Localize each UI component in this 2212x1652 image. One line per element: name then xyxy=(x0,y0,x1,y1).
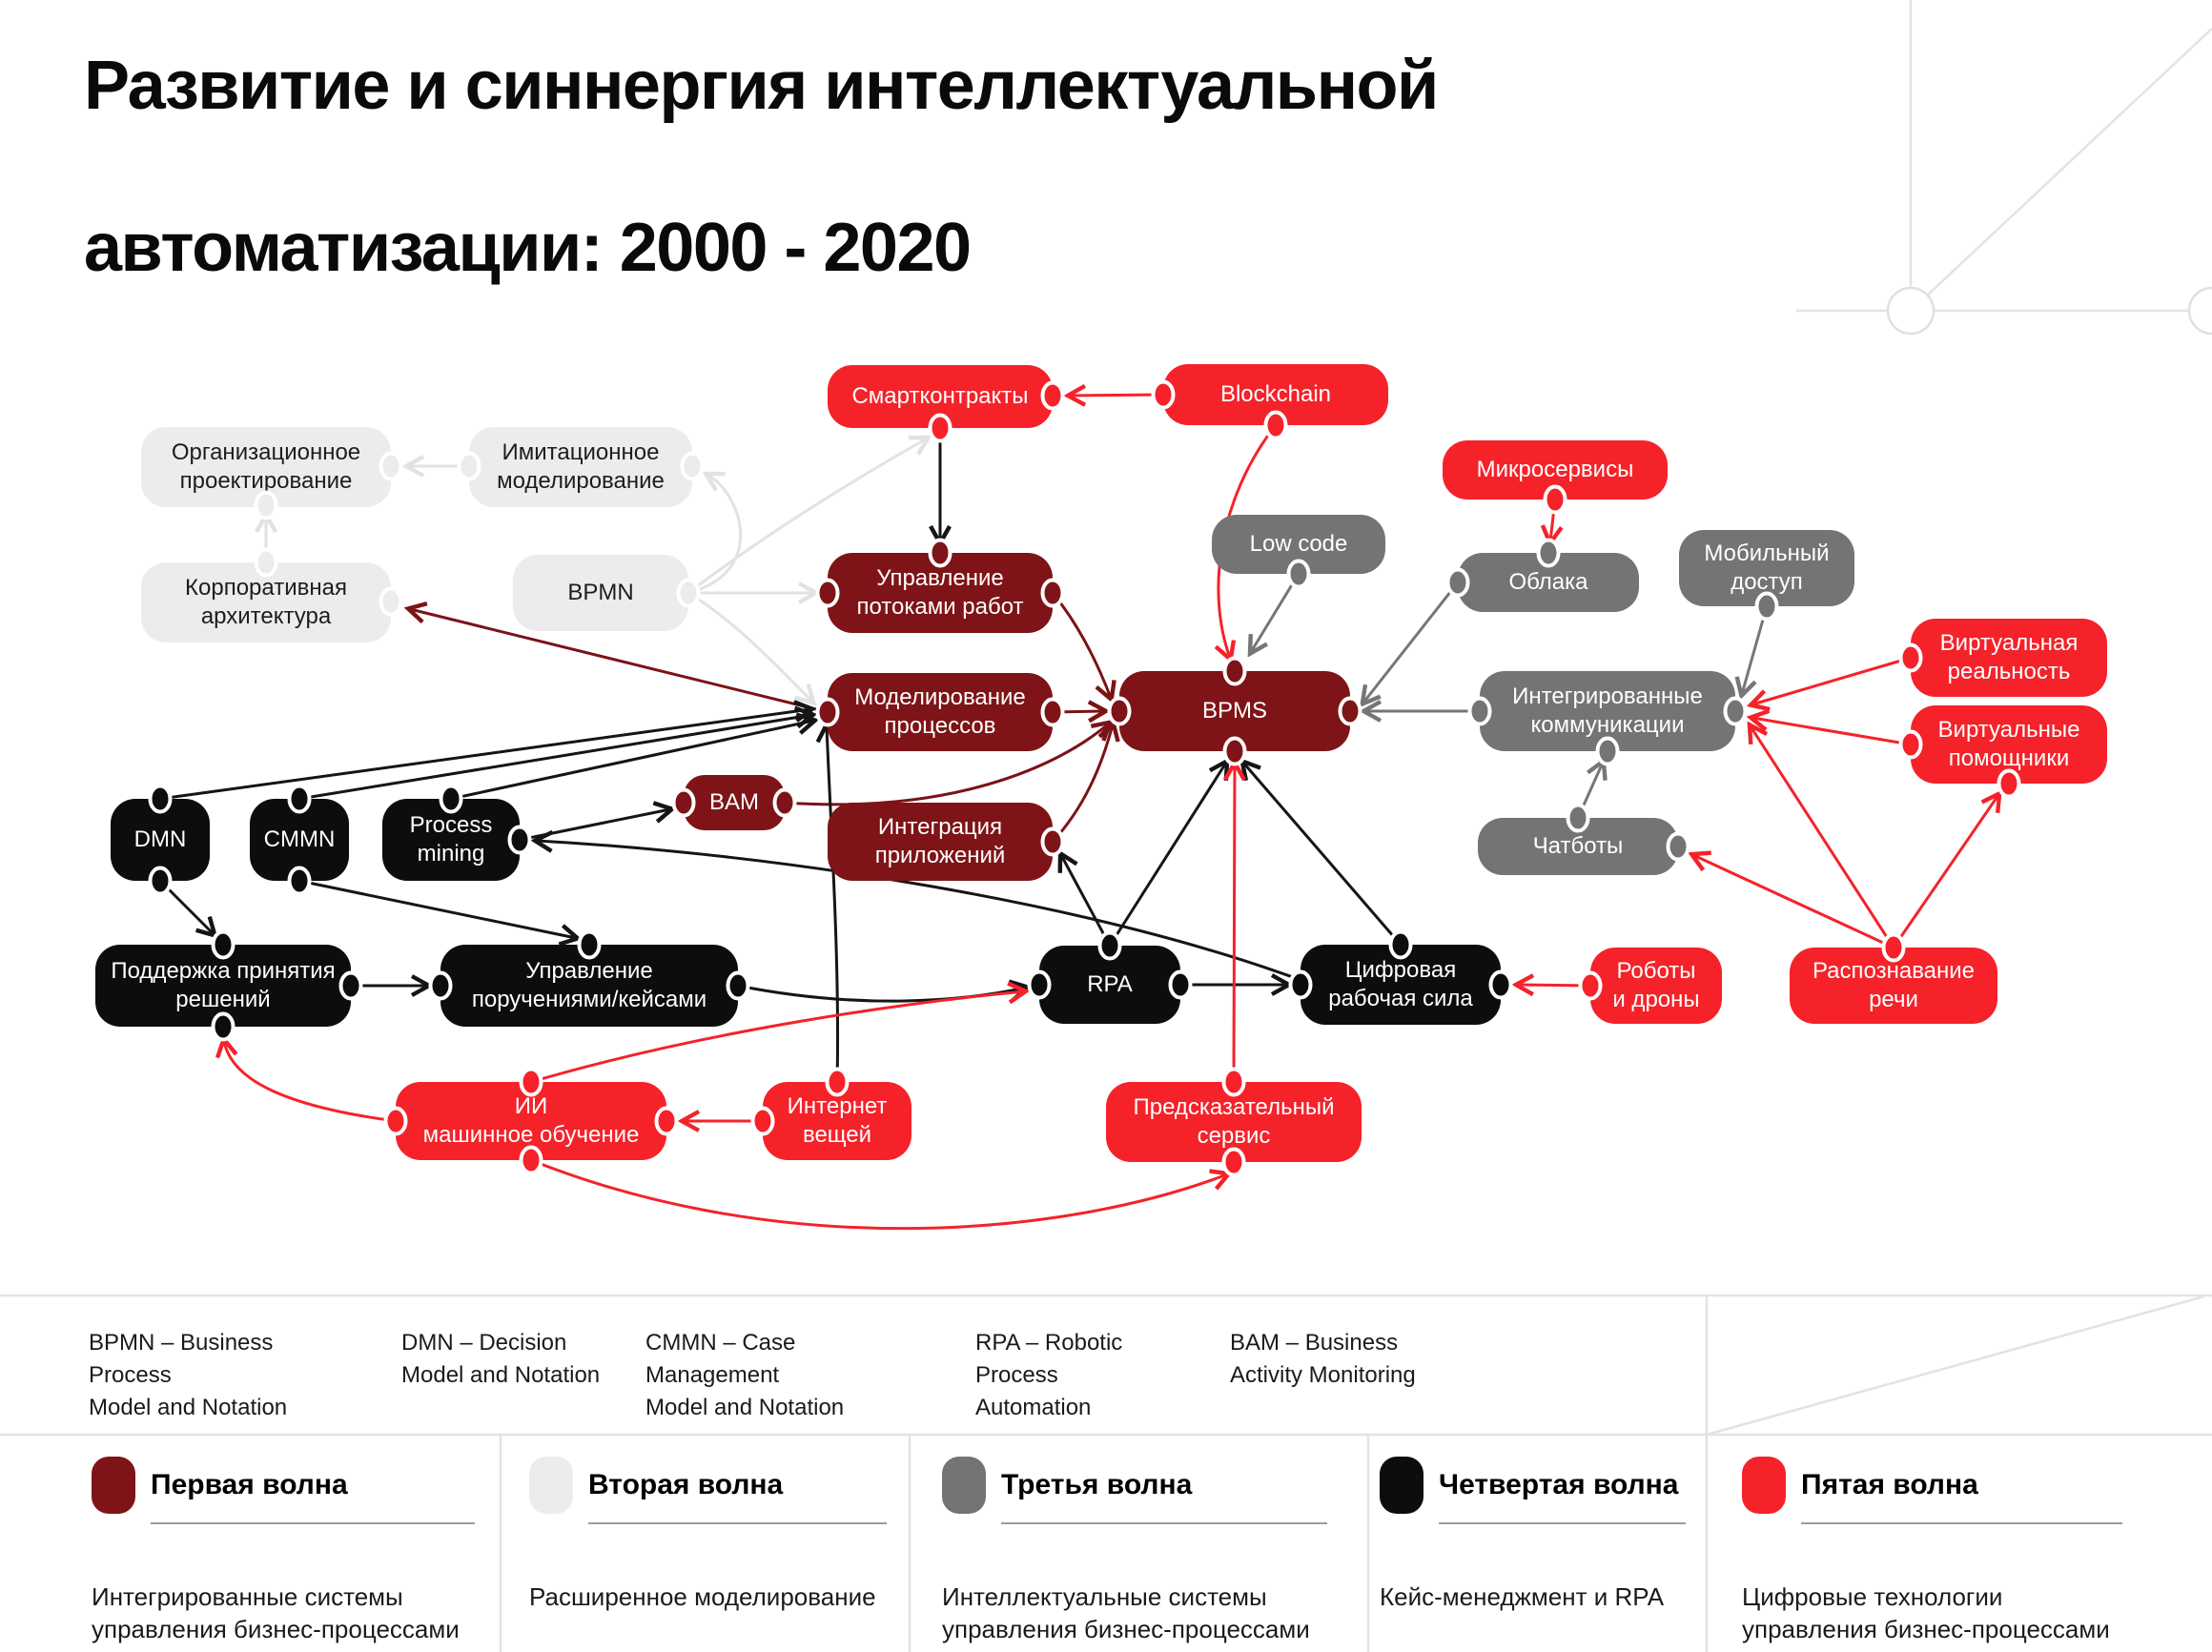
abbreviation-bpmn: BPMN – Business Process Model and Notati… xyxy=(89,1330,288,1420)
wave2-title: Вторая волна xyxy=(588,1469,784,1500)
node-corporate-architecture: Корпоративная архитектура xyxy=(141,562,391,642)
wave1-title: Первая волна xyxy=(151,1469,348,1500)
abbreviation-dmn: DMN – Decision Model and Notation xyxy=(401,1330,601,1388)
wave2-description: Расширенное моделирование xyxy=(529,1582,876,1611)
node-rpa: RPA xyxy=(1039,946,1180,1024)
legend-head-wave4: Четвертая волна xyxy=(1380,1457,1694,1514)
header-decor xyxy=(1796,0,2212,336)
node-simulation-modeling: Имитационное моделирование xyxy=(469,427,692,507)
wave4-color-swatch xyxy=(1380,1457,1423,1514)
node-blockchain: Blockchain xyxy=(1163,364,1388,425)
node-speech-recognition: Распознавание речи xyxy=(1790,948,1997,1024)
wave3-description: Интеллектуальные системы управления бизн… xyxy=(942,1582,1310,1643)
wave2-color-swatch xyxy=(529,1457,573,1514)
footer-decor xyxy=(0,1294,2212,1652)
node-decision-support: Поддержка принятия решений xyxy=(95,945,351,1027)
node-microservices: Микросервисы xyxy=(1443,440,1668,500)
legend-head-wave3: Третья волна xyxy=(942,1457,1342,1514)
node-virtual-assistants: Виртуальные помощники xyxy=(1911,705,2107,784)
node-clouds: Облака xyxy=(1458,553,1639,612)
wave5-color-swatch xyxy=(1742,1457,1786,1514)
wave3-color-swatch xyxy=(942,1457,986,1514)
wave4-description: Кейс-менеджмент и RPA xyxy=(1380,1582,1665,1611)
node-mobile-access: Мобильный доступ xyxy=(1679,530,1854,606)
legend-item-wave3: Третья волна Интеллектуальные системы уп… xyxy=(942,1457,1342,1645)
legend-item-wave5: Пятая волна Цифровые технологии управлен… xyxy=(1742,1457,2142,1645)
legend-head-wave2: Вторая волна xyxy=(529,1457,891,1514)
node-integrated-communications: Интегрированные коммуникации xyxy=(1480,671,1735,751)
abbreviation-cmmn: CMMN – Case Management Model and Notatio… xyxy=(645,1330,845,1420)
wave5-description: Цифровые технологии управления бизнес-пр… xyxy=(1742,1582,2110,1643)
node-dmn: DMN xyxy=(111,799,210,881)
edges-wave2 xyxy=(266,438,927,702)
node-bpmn: BPMN xyxy=(513,555,688,631)
legend-item-wave2: Вторая волна Расширенное моделирование xyxy=(529,1457,891,1613)
wave4-title: Четвертая волна xyxy=(1439,1469,1679,1500)
node-ai-machine-learning: ИИ машинное обучение xyxy=(396,1082,666,1160)
page-title: Развитие и синнергия интеллектуальной ав… xyxy=(84,46,1439,289)
wave5-title: Пятая волна xyxy=(1801,1469,1978,1500)
abbreviation-bam: BAM – Business Activity Monitoring xyxy=(1230,1330,1416,1388)
node-low-code: Low code xyxy=(1212,515,1385,574)
abbreviation-rpa: RPA – Robotic Process Automation xyxy=(975,1330,1123,1420)
legend-head-wave5: Пятая волна xyxy=(1742,1457,2142,1514)
wave1-color-swatch xyxy=(92,1457,135,1514)
node-org-design: Организационное проектирование xyxy=(141,427,391,507)
node-process-modeling: Моделирование процессов xyxy=(828,673,1053,751)
legend-item-wave4: Четвертая волна Кейс-менеджмент и RPA xyxy=(1380,1457,1694,1613)
node-cmmn: CMMN xyxy=(250,799,349,881)
node-application-integration: Интеграция приложений xyxy=(828,803,1053,881)
node-smart-contracts: Смартконтракты xyxy=(828,365,1053,428)
page-title-line2: автоматизации: 2000 - 2020 xyxy=(84,209,972,286)
node-internet-of-things: Интернет вещей xyxy=(763,1082,911,1160)
node-predictive-service: Предсказательный сервис xyxy=(1106,1082,1362,1162)
legend-item-wave1: Первая волна Интегрированные системы упр… xyxy=(92,1457,482,1645)
node-bam: BAM xyxy=(684,775,785,830)
node-case-management: Управление поручениями/кейсами xyxy=(440,945,738,1027)
node-workflow-management: Управление потоками работ xyxy=(828,553,1053,633)
node-digital-workforce: Цифровая рабочая сила xyxy=(1301,945,1501,1025)
node-robots-drones: Роботы и дроны xyxy=(1590,948,1722,1024)
node-chatbots: Чатботы xyxy=(1478,818,1678,875)
wave3-title: Третья волна xyxy=(1001,1469,1193,1500)
page-title-line1: Развитие и синнергия интеллектуальной xyxy=(84,48,1439,124)
legend-head-wave1: Первая волна xyxy=(92,1457,482,1514)
node-virtual-reality: Виртуальная реальность xyxy=(1911,619,2107,697)
node-process-mining: Process mining xyxy=(382,799,520,881)
wave1-description: Интегрированные системы управления бизне… xyxy=(92,1582,460,1643)
edges-wave5 xyxy=(224,395,1998,1231)
edges-wave4 xyxy=(158,428,1403,1083)
node-bpms: BPMS xyxy=(1119,671,1350,751)
